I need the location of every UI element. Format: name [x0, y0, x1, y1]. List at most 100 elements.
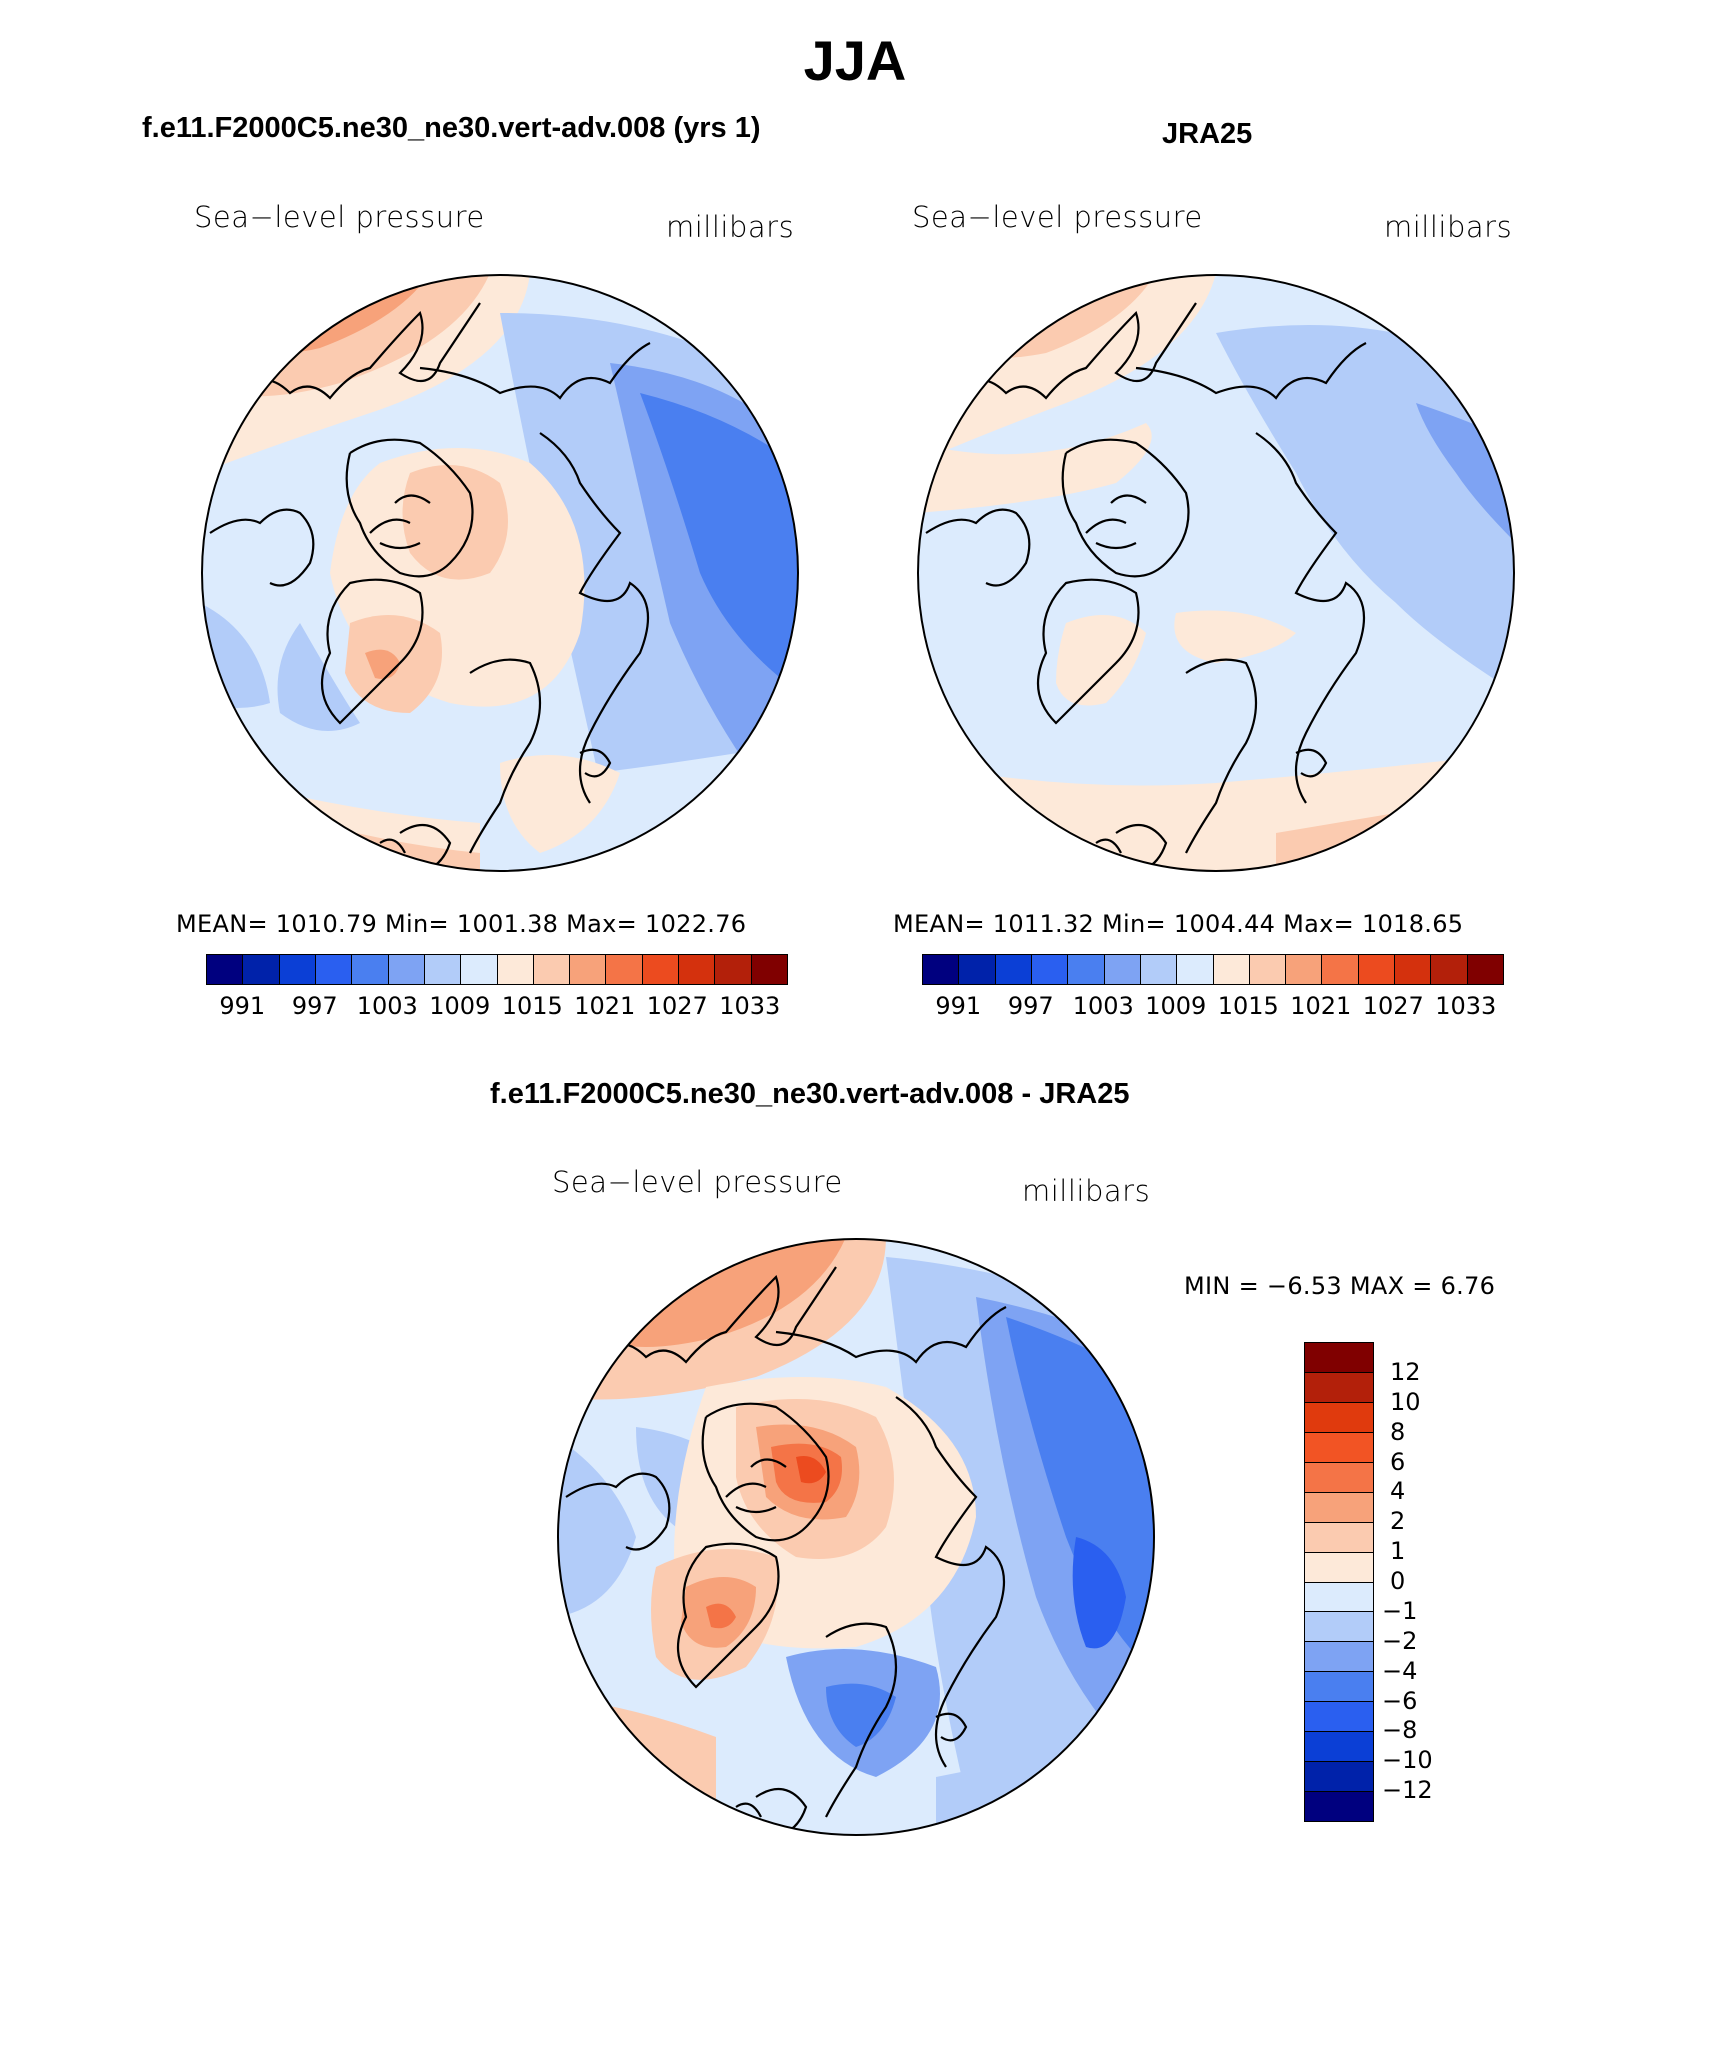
- panel-3-colorbar-swatch: [1305, 1372, 1373, 1403]
- panel-3-colorbar-swatch: [1305, 1612, 1373, 1643]
- panel-1-variable: Sea−level pressure: [194, 200, 485, 234]
- panel-2-colorbar-swatch: [923, 955, 960, 984]
- panel-1-colorbar-swatch: [497, 955, 534, 984]
- panel-2-variable: Sea−level pressure: [912, 200, 1203, 234]
- panel-3-stats: MIN = −6.53 MAX = 6.76: [1184, 1272, 1496, 1300]
- panel-1-colorbar-swatch: [279, 955, 316, 984]
- panel-1-colorbar-swatch: [570, 955, 607, 984]
- panel-2-colorbar-swatch: [1031, 955, 1069, 984]
- panel-3-colorbar-label: −4: [1382, 1656, 1418, 1685]
- panel-1-colorbar-label: 991: [219, 992, 266, 1020]
- panel-1-colorbar-swatch: [533, 955, 571, 984]
- panel-1-colorbar-swatch: [352, 955, 389, 984]
- panel-2-colorbar-swatch: [1358, 955, 1396, 984]
- panel-2-colorbar-label: 997: [1007, 992, 1054, 1020]
- panel-3-units: millibars: [1022, 1174, 1151, 1208]
- panel-3-colorbar-swatch: [1305, 1552, 1373, 1583]
- panel-2-colorbar-label: 1015: [1217, 992, 1279, 1020]
- panel-3-colorbar-swatch: [1305, 1732, 1373, 1763]
- panel-1-colorbar-swatch: [315, 955, 353, 984]
- panel-3-colorbar-swatch: [1305, 1402, 1373, 1433]
- panel-3-colorbar-swatch: [1305, 1582, 1373, 1613]
- panel-3-colorbar-labels: 12 10 8 6 4 2 1 0 −1 −2 −4 −6 −8 −10 −12: [1382, 1342, 1482, 1820]
- panel-2-colorbar-swatch: [1286, 955, 1323, 984]
- panel-2-colorbar-swatch: [1249, 955, 1287, 984]
- panel-1-colorbar-swatch: [424, 955, 462, 984]
- panel-1-colorbar-label: 997: [291, 992, 338, 1020]
- panel-3-variable: Sea−level pressure: [552, 1165, 843, 1199]
- panel-2-units: millibars: [1384, 210, 1513, 244]
- panel-3-colorbar-swatch: [1305, 1462, 1373, 1493]
- panel-3-colorbar-label: 1: [1390, 1537, 1406, 1566]
- panel-1-colorbar-label: 1021: [574, 992, 636, 1020]
- panel-1-colorbar-label: 1003: [356, 992, 418, 1020]
- panel-3-colorbar-label: 0: [1390, 1567, 1406, 1595]
- panel-2-colorbar-swatch: [1140, 955, 1178, 984]
- panel-3-map: [557, 1238, 1155, 1836]
- panel-2-colorbar-swatch: [1322, 955, 1359, 984]
- panel-3-colorbar-label: 12: [1390, 1357, 1421, 1386]
- panel-2-colorbar-label: 1033: [1435, 992, 1497, 1020]
- panel-3-colorbar-label: 10: [1390, 1387, 1421, 1416]
- panel-1-colorbar-swatch: [606, 955, 643, 984]
- panel-3-colorbar-swatch: [1305, 1642, 1373, 1673]
- panel-1-map: [201, 274, 799, 872]
- panel-1-colorbar-swatch: [679, 955, 716, 984]
- panel-3-colorbar: [1304, 1342, 1374, 1822]
- panel-2-colorbar-swatch: [1395, 955, 1432, 984]
- panel-2-colorbar-swatch: [1104, 955, 1141, 984]
- panel-3-colorbar-label: 8: [1390, 1417, 1406, 1446]
- panel-1-colorbar-swatch: [751, 955, 787, 984]
- panel-1-colorbar-label: 1009: [429, 992, 491, 1020]
- panel-3-colorbar-swatch: [1305, 1522, 1373, 1553]
- panel-2-map: [917, 274, 1515, 872]
- panel-1-colorbar-swatch: [642, 955, 680, 984]
- panel-1-units: millibars: [666, 210, 795, 244]
- panel-3-colorbar-swatch: [1305, 1432, 1373, 1463]
- panel-1-colorbar-swatch: [243, 955, 280, 984]
- panel-3-colorbar-label: −8: [1382, 1716, 1418, 1745]
- panel-3-colorbar-label: −12: [1382, 1776, 1433, 1805]
- panel-1-colorbar-swatch: [715, 955, 752, 984]
- panel-1-colorbar-label: 1033: [719, 992, 781, 1020]
- panel-1-title: f.e11.F2000C5.ne30_ne30.vert-adv.008 (yr…: [142, 112, 761, 144]
- panel-1-colorbar-swatch: [388, 955, 425, 984]
- panel-2-colorbar: [922, 954, 1504, 985]
- panel-3-colorbar-label: 6: [1390, 1447, 1406, 1476]
- panel-2-colorbar-swatch: [959, 955, 996, 984]
- panel-3-colorbar-swatch: [1305, 1672, 1373, 1703]
- panel-3-colorbar-swatch: [1305, 1702, 1373, 1733]
- panel-3-colorbar-swatch: [1305, 1792, 1373, 1821]
- panel-2-colorbar-swatch: [1431, 955, 1468, 984]
- panel-2-colorbar-swatch: [1177, 955, 1214, 984]
- panel-3-colorbar-label: 2: [1390, 1507, 1406, 1536]
- panel-2-colorbar-swatch: [1467, 955, 1503, 984]
- panel-3-colorbar-label: 4: [1390, 1477, 1406, 1506]
- panel-3-colorbar-label: −2: [1382, 1626, 1418, 1655]
- panel-2-colorbar-swatch: [1213, 955, 1250, 984]
- panel-2-colorbar-swatch: [995, 955, 1032, 984]
- panel-1-colorbar-label: 1027: [646, 992, 708, 1020]
- panel-1-colorbar-label: 1015: [501, 992, 563, 1020]
- panel-2-colorbar-swatch: [1068, 955, 1105, 984]
- panel-2-colorbar-labels: 991 997 1003 1009 1015 1021 1027 1033: [922, 992, 1502, 1022]
- panel-1-colorbar-swatch: [207, 955, 244, 984]
- panel-2-colorbar-label: 991: [935, 992, 982, 1020]
- panel-2-colorbar-label: 1027: [1362, 992, 1424, 1020]
- panel-2-stats: MEAN= 1011.32 Min= 1004.44 Max= 1018.65: [893, 910, 1464, 938]
- figure-title: JJA: [803, 29, 907, 92]
- panel-2-colorbar-label: 1003: [1072, 992, 1134, 1020]
- panel-3-colorbar-swatch: [1305, 1762, 1373, 1793]
- panel-3-colorbar-label: −1: [1382, 1596, 1418, 1625]
- panel-1-colorbar-labels: 991 997 1003 1009 1015 1021 1027 1033: [206, 992, 786, 1022]
- panel-3-colorbar-label: −10: [1382, 1746, 1433, 1775]
- panel-2-title: JRA25: [1162, 118, 1253, 150]
- panel-2-colorbar-label: 1009: [1145, 992, 1207, 1020]
- panel-1-colorbar: [206, 954, 788, 985]
- diff-title: f.e11.F2000C5.ne30_ne30.vert-adv.008 - J…: [490, 1078, 1130, 1110]
- panel-1-stats: MEAN= 1010.79 Min= 1001.38 Max= 1022.76: [176, 910, 747, 938]
- panel-3-colorbar-swatch: [1305, 1492, 1373, 1523]
- panel-3-colorbar-label: −6: [1382, 1686, 1418, 1715]
- panel-1-colorbar-swatch: [461, 955, 498, 984]
- panel-2-colorbar-label: 1021: [1290, 992, 1352, 1020]
